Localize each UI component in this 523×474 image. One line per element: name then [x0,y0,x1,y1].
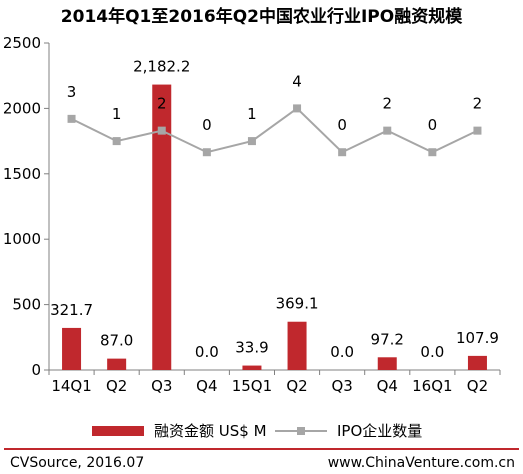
count-value-label: 1 [112,105,122,123]
x-tick-label: Q2 [286,377,307,395]
bar-value-label: 107.9 [456,329,499,347]
count-marker [247,137,256,146]
bar-value-label: 0.0 [420,343,444,361]
bar-value-label: 0.0 [330,343,354,361]
count-marker [428,148,437,157]
bar [467,355,487,370]
chart-title: 2014年Q1至2016年Q2中国农业行业IPO融资规模 [60,7,463,27]
count-marker [67,114,76,123]
x-tick-label: Q2 [467,377,488,395]
count-value-label: 2 [473,95,483,113]
bar-value-label: 33.9 [235,339,268,357]
x-tick-label: 16Q1 [412,377,452,395]
x-tick-label: 14Q1 [51,377,91,395]
legend-line-swatch [275,425,327,437]
count-value-label: 3 [67,83,77,101]
footer-divider [4,448,519,450]
count-value-label: 4 [292,72,302,90]
y-tick-label: 2500 [3,34,41,52]
bar-value-label: 0.0 [195,343,219,361]
y-tick-label: 2000 [3,99,41,117]
footer-source: CVSource, 2016.07 [10,455,145,471]
x-tick-label: 15Q1 [232,377,272,395]
x-tick-label: Q4 [196,377,217,395]
y-tick-label: 0 [31,361,41,379]
bar [107,358,127,370]
y-tick-label: 500 [12,296,41,314]
count-value-label: 2 [382,95,392,113]
count-marker [383,126,392,135]
count-value-label: 2 [157,95,167,113]
legend-item-amount: 融资金额 US$ M [92,420,267,441]
count-value-label: 0 [428,116,438,134]
x-tick-label: Q3 [331,377,352,395]
bar-value-label: 2,182.2 [133,58,190,76]
count-value-label: 0 [202,116,212,134]
bar-value-label: 97.2 [371,330,404,348]
chart-legend: 融资金额 US$ M IPO企业数量 [0,420,523,440]
bar-value-label: 321.7 [50,301,93,319]
count-marker [202,148,211,157]
count-marker [112,137,121,146]
bar [242,365,262,370]
bar-value-label: 87.0 [100,332,133,350]
count-marker [157,126,166,135]
count-value-label: 1 [247,105,257,123]
bar-value-label: 369.1 [276,295,319,313]
bar [377,357,397,370]
count-marker [473,126,482,135]
bar [152,84,172,370]
legend-label-count: IPO企业数量 [337,422,423,440]
legend-label-amount: 融资金额 US$ M [154,422,267,440]
bar [62,327,82,370]
count-marker [338,148,347,157]
footer-website: www.ChinaVenture.com.cn [327,455,515,471]
x-tick-label: Q2 [106,377,127,395]
y-tick-label: 1000 [3,230,41,248]
x-tick-label: Q3 [151,377,172,395]
legend-item-count: IPO企业数量 [275,420,422,441]
bar [287,321,307,370]
y-tick-label: 1500 [3,165,41,183]
count-line [71,107,478,154]
count-marker [293,104,302,113]
count-value-label: 0 [337,116,347,134]
x-tick-label: Q4 [377,377,398,395]
legend-bar-swatch [92,425,144,436]
